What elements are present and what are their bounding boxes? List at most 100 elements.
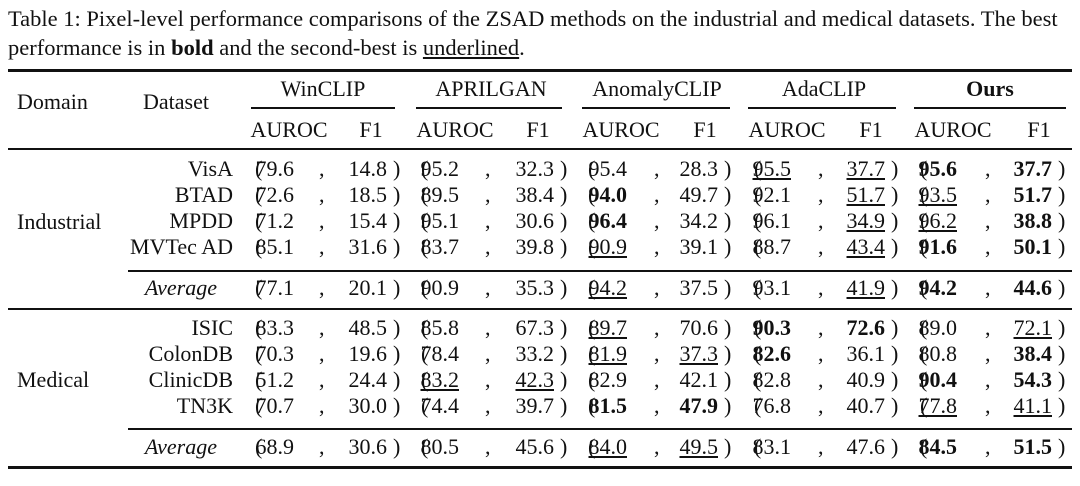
comma-separator: ,: [654, 315, 660, 340]
dataset-column-header: Dataset: [143, 89, 209, 114]
comma-separator: ,: [485, 393, 491, 418]
f1-value: 50.1: [1013, 234, 1053, 259]
close-paren: ): [560, 434, 568, 459]
open-paren: (: [920, 234, 928, 259]
comma-separator: ,: [654, 434, 660, 459]
open-paren: (: [754, 208, 762, 233]
dataset-label: VisA: [187, 156, 233, 181]
auroc-value: 90.9: [588, 234, 628, 259]
metric-header-f1: F1: [526, 117, 550, 142]
comma-separator: ,: [985, 393, 991, 418]
open-paren: (: [421, 393, 429, 418]
table-caption: Table 1: Pixel-level performance compari…: [8, 4, 1074, 62]
close-paren: ): [1058, 315, 1066, 340]
comma-separator: ,: [818, 208, 824, 233]
close-paren: ): [560, 182, 568, 207]
close-paren: ): [1058, 156, 1066, 181]
close-paren: ): [393, 234, 401, 259]
comma-separator: ,: [319, 367, 325, 392]
metric-header-auroc: AUROC: [748, 117, 826, 142]
caption-underlined-word: underlined: [422, 35, 520, 60]
comma-separator: ,: [985, 208, 991, 233]
close-paren: ): [1058, 434, 1066, 459]
open-paren: (: [588, 434, 596, 459]
close-paren: ): [560, 275, 568, 300]
f1-value: 43.4: [846, 234, 886, 259]
comma-separator: ,: [818, 434, 824, 459]
auroc-value: 90.3: [752, 315, 792, 340]
open-paren: (: [421, 182, 429, 207]
open-paren: (: [255, 393, 263, 418]
open-paren: (: [754, 393, 762, 418]
section-divider-rule: [8, 308, 1072, 310]
auroc-value: 89.5: [420, 182, 460, 207]
auroc-value: 85.1: [255, 234, 295, 259]
f1-value: 33.2: [515, 341, 555, 366]
f1-value: 47.9: [679, 393, 719, 418]
open-paren: (: [255, 234, 263, 259]
open-paren: (: [421, 434, 429, 459]
f1-value: 14.8: [348, 156, 388, 181]
comma-separator: ,: [985, 434, 991, 459]
open-paren: (: [421, 234, 429, 259]
open-paren: (: [421, 275, 429, 300]
close-paren: ): [891, 275, 899, 300]
auroc-value: 85.8: [420, 315, 460, 340]
comma-separator: ,: [485, 182, 491, 207]
comma-separator: ,: [985, 315, 991, 340]
close-paren: ): [724, 434, 732, 459]
close-paren: ): [1058, 393, 1066, 418]
auroc-value: 77.8: [918, 393, 958, 418]
close-paren: ): [560, 208, 568, 233]
open-paren: (: [920, 156, 928, 181]
f1-value: 39.8: [515, 234, 555, 259]
close-paren: ): [891, 234, 899, 259]
close-paren: ): [724, 275, 732, 300]
close-paren: ): [560, 315, 568, 340]
comma-separator: ,: [485, 234, 491, 259]
open-paren: (: [920, 393, 928, 418]
f1-value: 36.1: [846, 341, 886, 366]
comma-separator: ,: [485, 315, 491, 340]
average-rule-industrial: [128, 270, 1072, 272]
f1-value: 47.6: [846, 434, 886, 459]
comma-separator: ,: [985, 341, 991, 366]
open-paren: (: [255, 208, 263, 233]
f1-value: 41.9: [846, 275, 886, 300]
open-paren: (: [754, 367, 762, 392]
average-row-label: Average: [144, 434, 217, 459]
f1-value: 38.4: [515, 182, 555, 207]
comma-separator: ,: [319, 315, 325, 340]
dataset-label: MVTec AD: [130, 234, 233, 259]
comma-separator: ,: [654, 393, 660, 418]
open-paren: (: [421, 315, 429, 340]
auroc-value: 95.4: [588, 156, 628, 181]
domain-column-header: Domain: [17, 89, 88, 114]
comma-separator: ,: [485, 208, 491, 233]
domain-label-medical: Medical: [17, 367, 90, 392]
open-paren: (: [255, 182, 263, 207]
metric-header-f1: F1: [1027, 117, 1051, 142]
auroc-value: 83.7: [420, 234, 460, 259]
auroc-value: 51.2: [255, 367, 295, 392]
auroc-value: 96.2: [918, 208, 958, 233]
open-paren: (: [588, 275, 596, 300]
open-paren: (: [255, 367, 263, 392]
close-paren: ): [724, 234, 732, 259]
f1-value: 30.6: [348, 434, 388, 459]
f1-value: 48.5: [348, 315, 388, 340]
comma-separator: ,: [319, 156, 325, 181]
close-paren: ): [891, 341, 899, 366]
f1-value: 42.1: [679, 367, 719, 392]
close-paren: ): [393, 315, 401, 340]
metric-header-f1: F1: [359, 117, 383, 142]
open-paren: (: [255, 156, 263, 181]
f1-value: 39.7: [515, 393, 555, 418]
f1-value: 37.5: [679, 275, 719, 300]
auroc-value: 88.7: [752, 234, 792, 259]
open-paren: (: [588, 156, 596, 181]
metric-header-auroc: AUROC: [582, 117, 660, 142]
auroc-value: 80.5: [420, 434, 460, 459]
close-paren: ): [393, 182, 401, 207]
auroc-value: 93.1: [752, 275, 792, 300]
